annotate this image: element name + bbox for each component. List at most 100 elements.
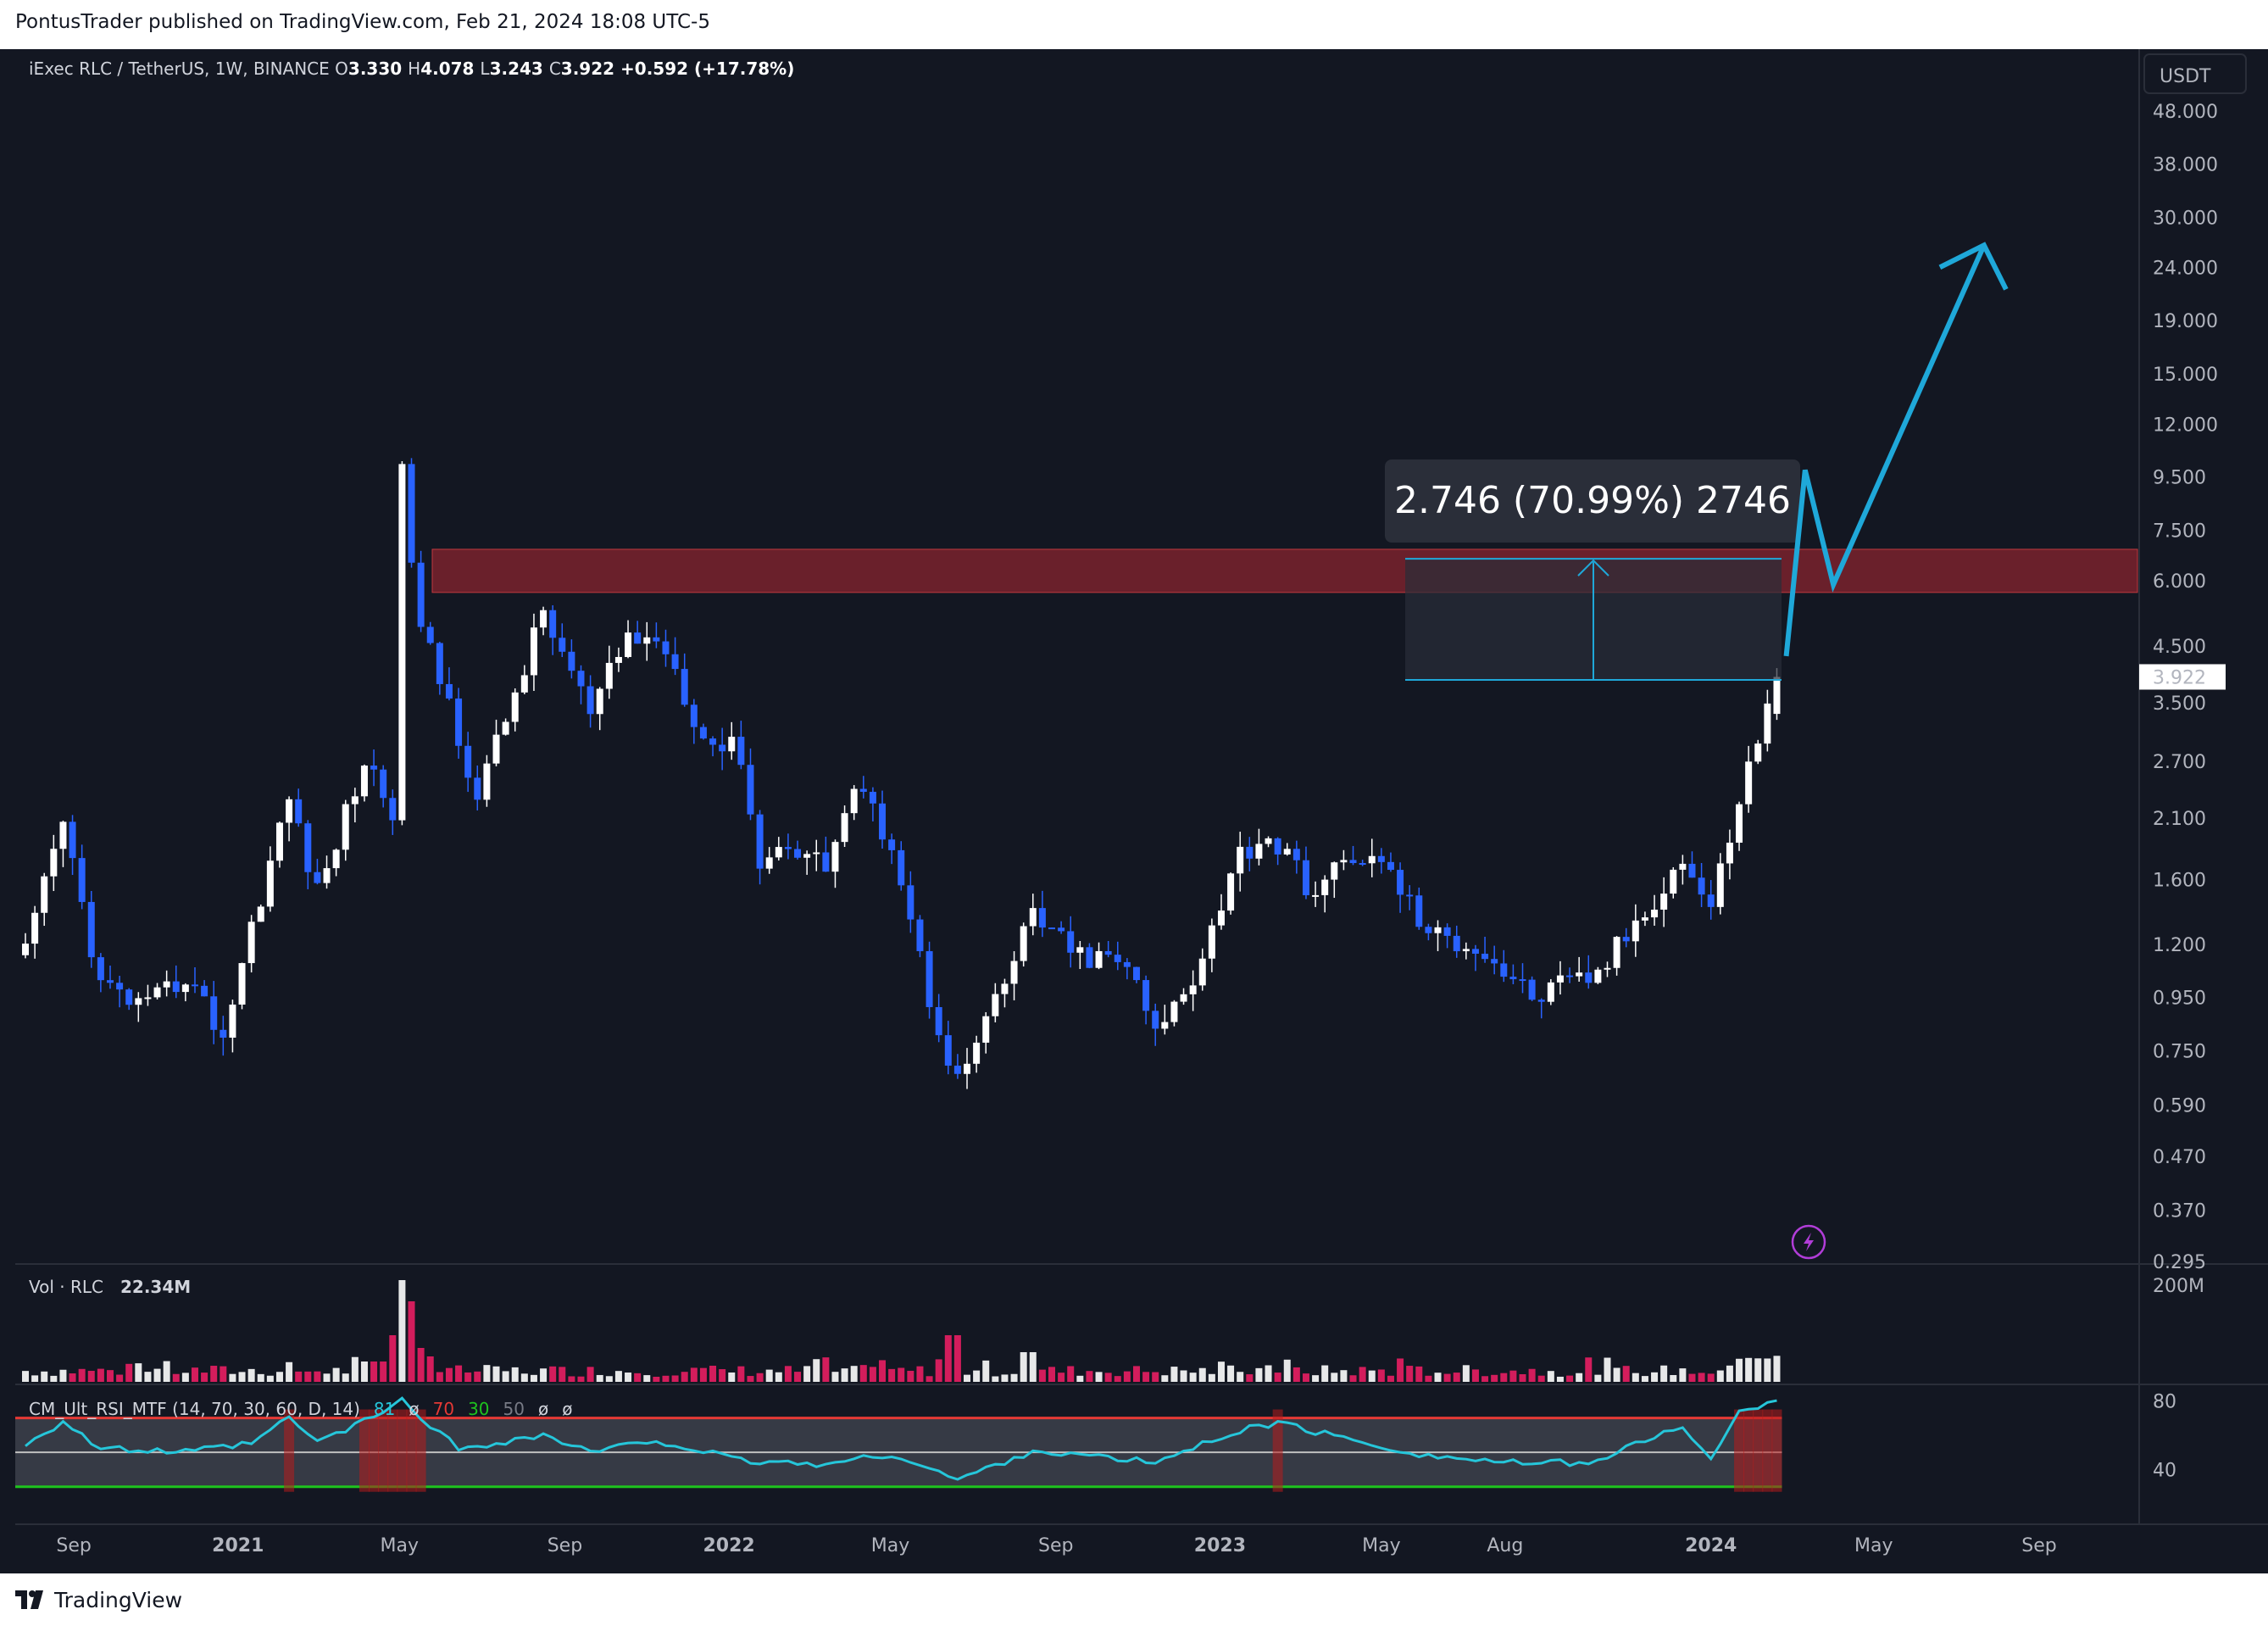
ohlc-close: 3.922 — [561, 58, 620, 79]
rsi-overbought-highlight — [284, 1409, 295, 1492]
ohlc-c-key: C — [549, 58, 561, 79]
chart-frame[interactable]: 2.746 (70.99%) 2746 48.000 38.000 30.000 24… — [0, 49, 2268, 1573]
ohlc-l-key: L — [480, 58, 490, 79]
volume-bar — [1509, 1370, 1517, 1382]
candle-body — [1359, 863, 1366, 866]
volume-bar — [719, 1369, 726, 1382]
time-tick-label: Sep — [548, 1535, 582, 1556]
volume-bar — [1265, 1365, 1272, 1382]
volume-bar — [822, 1357, 830, 1382]
candle-body — [1754, 743, 1762, 762]
volume-bar — [803, 1366, 811, 1382]
volume-bar — [502, 1371, 509, 1382]
volume-bar — [50, 1375, 58, 1382]
volume-bar — [831, 1372, 839, 1382]
candle-body — [1415, 895, 1423, 927]
candle-body — [22, 944, 29, 955]
price-tick-label: 0.750 — [2153, 1041, 2206, 1062]
candle-body — [1556, 975, 1564, 983]
volume-bar — [220, 1366, 227, 1382]
volume-bar — [172, 1373, 180, 1382]
candle-body — [1425, 927, 1432, 933]
candle-body — [1434, 927, 1442, 933]
volume-bar — [1180, 1370, 1187, 1382]
volume-bar — [1321, 1365, 1329, 1382]
candle-body — [1020, 926, 1027, 961]
volume-bar — [953, 1335, 961, 1382]
time-tick-label: 2024 — [1685, 1535, 1737, 1556]
candle-body — [191, 984, 198, 987]
projection-path[interactable] — [1783, 244, 1987, 657]
candle-body — [360, 766, 368, 797]
candle-body — [813, 852, 820, 855]
candle-body — [492, 734, 500, 764]
candle-body — [982, 1016, 990, 1043]
tradingview-brand[interactable]: TradingView — [15, 1587, 182, 1612]
volume-bar — [520, 1373, 528, 1382]
candle-body — [568, 651, 575, 671]
candle-body — [1500, 963, 1508, 977]
time-tick-label: Aug — [1487, 1535, 1523, 1556]
volume-bar — [625, 1373, 632, 1382]
time-tick-label: Sep — [1038, 1535, 1073, 1556]
candle-body — [1132, 966, 1140, 981]
volume-bar — [426, 1356, 434, 1382]
candle-body — [1462, 949, 1470, 952]
price-tick-label: 15.000 — [2153, 365, 2218, 386]
candle-body — [577, 671, 585, 687]
rsi-legend-value: 70 — [433, 1399, 454, 1419]
rsi-line — [25, 1396, 1777, 1481]
volume-bar — [859, 1365, 867, 1382]
volume-bar — [116, 1374, 124, 1382]
candle-body — [210, 996, 218, 1030]
volume-bar — [41, 1371, 48, 1382]
volume-bar — [907, 1370, 914, 1382]
candle-body — [135, 998, 142, 1005]
candle-body — [87, 901, 95, 958]
candle-body — [1265, 838, 1272, 844]
candle-body — [1509, 977, 1517, 980]
candle-body — [1547, 982, 1554, 1002]
candle-body — [144, 997, 152, 1000]
candle-body — [502, 721, 509, 735]
candle-body — [295, 799, 303, 824]
volume-bar — [351, 1356, 359, 1382]
rsi-overbought-highlight — [397, 1409, 408, 1492]
rsi-legend-value: ø — [409, 1399, 419, 1419]
volume-bar — [1556, 1376, 1564, 1382]
candle-body — [106, 980, 114, 983]
chart-canvas[interactable]: 2.746 (70.99%) 2746 48.000 38.000 30.000 24… — [0, 49, 2268, 1573]
volume-bar — [540, 1368, 548, 1382]
candle-body — [417, 562, 425, 627]
volume-bar — [916, 1366, 924, 1382]
volume-bar — [898, 1367, 905, 1382]
candle-body — [116, 983, 124, 990]
resistance-zone[interactable] — [431, 548, 2138, 593]
candle-body — [78, 858, 86, 902]
rsi-overbought-highlight — [1753, 1409, 1764, 1492]
candle-body — [1707, 894, 1715, 907]
volume-bar — [765, 1369, 773, 1382]
volume-bar — [436, 1372, 443, 1382]
volume-bar — [31, 1375, 39, 1382]
candle-body — [1142, 980, 1150, 1011]
volume-bar — [408, 1301, 415, 1382]
candle-body — [97, 957, 104, 981]
candle-body — [1773, 677, 1781, 715]
volume-bar — [295, 1371, 303, 1382]
volume-bar — [1406, 1366, 1414, 1382]
candle-body — [1726, 843, 1733, 864]
footer — [0, 1573, 2268, 1626]
alert-bolt-circle[interactable] — [1791, 1224, 1826, 1260]
candle-body — [625, 632, 632, 657]
candle-body — [964, 1063, 971, 1074]
volume-bar — [314, 1371, 321, 1382]
volume-bar — [681, 1372, 688, 1382]
candle-body — [31, 912, 39, 944]
candle-body — [1604, 967, 1611, 970]
currency-selector[interactable] — [2143, 53, 2247, 94]
volume-bar — [1227, 1365, 1235, 1382]
volume-tick-label: 200M — [2153, 1276, 2204, 1297]
volume-bar — [332, 1367, 340, 1382]
volume-bar — [1217, 1361, 1225, 1382]
